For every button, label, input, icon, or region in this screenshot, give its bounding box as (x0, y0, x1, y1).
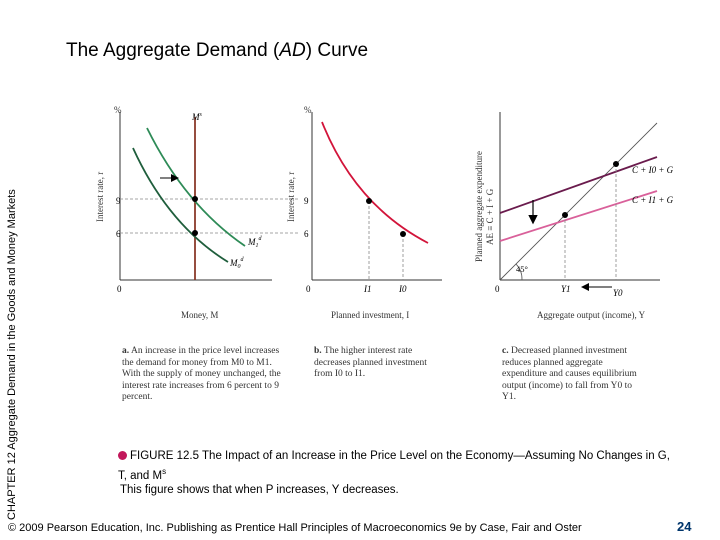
page-number: 24 (677, 519, 692, 534)
panel-a-y-axis-label: Interest rate, r (95, 172, 105, 222)
panel-c-caption-bold: c. (502, 346, 509, 356)
footer-credit: © 2009 Pearson Education, Inc. Publishin… (8, 522, 582, 534)
ae-line-upper-label: C + I0 + G (632, 165, 674, 175)
panel-b-tick-9: 9 (304, 196, 309, 206)
panel-b: % Interest rate, r 9 6 0 Planned investm… (286, 105, 442, 320)
ae-line-lower (499, 190, 658, 242)
bullet-icon (118, 451, 127, 460)
figure-caption: FIGURE 12.5 The Impact of an Increase in… (118, 449, 678, 484)
money-supply-label: Ms (191, 112, 203, 122)
panel-c-origin: 0 (495, 284, 500, 294)
panel-b-i1-label: I1 (363, 284, 372, 294)
panel-b-x-axis-label: Planned investment, I (331, 310, 409, 320)
panel-a-origin: 0 (117, 284, 122, 294)
panel-c-point-y0 (613, 161, 619, 167)
title-pre: The Aggregate Demand ( (66, 40, 280, 61)
panel-b-y-axis-label: Interest rate, r (286, 172, 296, 222)
panel-c-caption-text: Decreased planned investment reduces pla… (502, 346, 637, 402)
figure-title-sup: s (162, 467, 167, 476)
title-ad: AD (279, 40, 306, 61)
panel-c-y1-label: Y1 (561, 284, 571, 294)
panel-b-caption: b. The higher interest rate decreases pl… (314, 346, 444, 381)
panel-b-tick-6: 6 (304, 229, 309, 239)
panel-c-y-axis-label-2: AE ≡ C + I + G (485, 188, 495, 245)
panel-b-caption-bold: b. (314, 346, 322, 356)
figure-label: FIGURE 12.5 (130, 450, 200, 462)
investment-demand-curve (321, 121, 429, 244)
panel-a-caption-text: An increase in the price level increases… (122, 346, 281, 402)
ae-line-lower-label: C + I1 + G (632, 195, 674, 205)
title-post: ) Curve (305, 40, 369, 61)
forty-five-degree-line (499, 122, 658, 281)
panel-a-tick-6: 6 (116, 229, 121, 239)
panel-a-point-6 (192, 230, 198, 236)
money-demand-curve-0 (132, 147, 229, 263)
ae-line-upper (499, 156, 658, 214)
panel-b-origin: 0 (306, 284, 311, 294)
panel-c-x-axis-label: Aggregate output (income), Y (537, 310, 646, 320)
panel-c-point-y1 (562, 212, 568, 218)
panel-c-caption: c. Decreased planned investment reduces … (502, 346, 647, 404)
panel-c-y0-label: Y0 (613, 288, 623, 298)
panel-a: % Interest rate, r 9 6 0 Money, M Ms M1d… (95, 105, 300, 320)
panel-a-tick-9: 9 (116, 196, 121, 206)
panel-c-y-axis-label-1: Planned aggregate expenditure (474, 151, 484, 262)
money-demand-curve-1 (146, 127, 246, 247)
panel-b-point-i0 (400, 231, 406, 237)
panel-a-x-axis-label: Money, M (181, 310, 218, 320)
panel-a-caption: a. An increase in the price level increa… (122, 346, 292, 404)
money-demand-0-label: M0d (229, 257, 245, 270)
panel-c-angle-arc (515, 263, 523, 281)
panel-c-angle-label: 45° (516, 264, 528, 274)
panel-b-i0-label: I0 (398, 284, 407, 294)
figure-title: The Impact of an Increase in the Price L… (118, 450, 670, 482)
panel-a-caption-bold: a. (122, 346, 130, 356)
figure-description: This figure shows that when P increases,… (120, 484, 399, 496)
panel-a-point-9 (192, 196, 198, 202)
panel-a-y-unit: % (114, 105, 122, 115)
page-title: The Aggregate Demand (AD) Curve (66, 40, 368, 62)
money-demand-1-label: M1d (247, 236, 263, 249)
panel-b-point-i1 (366, 198, 372, 204)
panel-c: Planned aggregate expenditure AE ≡ C + I… (474, 112, 674, 320)
panel-b-y-unit: % (304, 105, 312, 115)
panel-b-caption-text: The higher interest rate decreases plann… (314, 346, 427, 379)
